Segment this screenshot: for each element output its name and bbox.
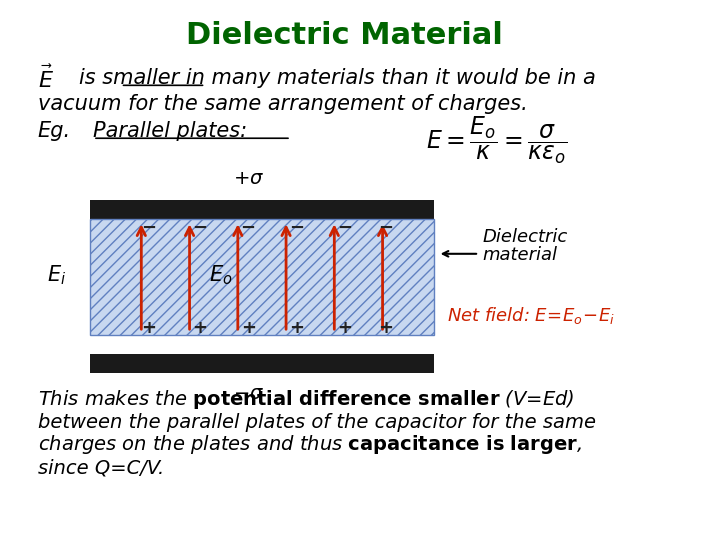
Text: +: + — [140, 319, 156, 337]
Bar — [89, 200, 434, 219]
Text: Parallel plates:: Parallel plates: — [93, 120, 247, 141]
Text: −: − — [337, 219, 352, 237]
Text: +: + — [379, 319, 394, 337]
Text: −: − — [379, 219, 394, 237]
Text: −: − — [140, 219, 156, 237]
Text: Dielectric: Dielectric — [482, 227, 568, 246]
Text: $E_o$: $E_o$ — [209, 264, 233, 287]
Text: charges on the plates and thus $\mathbf{capacitance\ is\ larger}$,: charges on the plates and thus $\mathbf{… — [38, 434, 582, 456]
Text: between the parallel plates of the capacitor for the same: between the parallel plates of the capac… — [38, 413, 596, 432]
Text: is smaller in many materials than it would be in a: is smaller in many materials than it wou… — [79, 68, 596, 89]
Text: This makes the $\mathbf{potential\ difference\ smaller}$ (V=Ed): This makes the $\mathbf{potential\ diffe… — [38, 388, 575, 411]
Text: $-\sigma$: $-\sigma$ — [233, 384, 264, 403]
Text: +: + — [240, 319, 256, 337]
Text: $E = \dfrac{E_o}{\kappa} = \dfrac{\sigma}{\kappa\varepsilon_o}$: $E = \dfrac{E_o}{\kappa} = \dfrac{\sigma… — [426, 114, 567, 166]
Text: Eg.: Eg. — [38, 120, 71, 141]
Bar — [89, 219, 434, 335]
Text: material: material — [482, 246, 557, 265]
Text: $+\sigma$: $+\sigma$ — [233, 169, 264, 188]
Text: −: − — [240, 219, 256, 237]
Text: Dielectric Material: Dielectric Material — [186, 21, 503, 50]
Text: +: + — [289, 319, 304, 337]
Text: +: + — [192, 319, 207, 337]
Text: +: + — [337, 319, 352, 337]
Text: vacuum for the same arrangement of charges.: vacuum for the same arrangement of charg… — [38, 93, 528, 114]
Bar — [89, 354, 434, 373]
Text: $\vec{E}$: $\vec{E}$ — [38, 65, 54, 92]
Text: Net field: $E\!=\!E_o\!-\!E_i$: Net field: $E\!=\!E_o\!-\!E_i$ — [446, 306, 615, 326]
Text: −: − — [289, 219, 304, 237]
Text: since Q=C/V.: since Q=C/V. — [38, 458, 164, 477]
Text: −: − — [192, 219, 207, 237]
Text: $E_i$: $E_i$ — [47, 264, 66, 287]
